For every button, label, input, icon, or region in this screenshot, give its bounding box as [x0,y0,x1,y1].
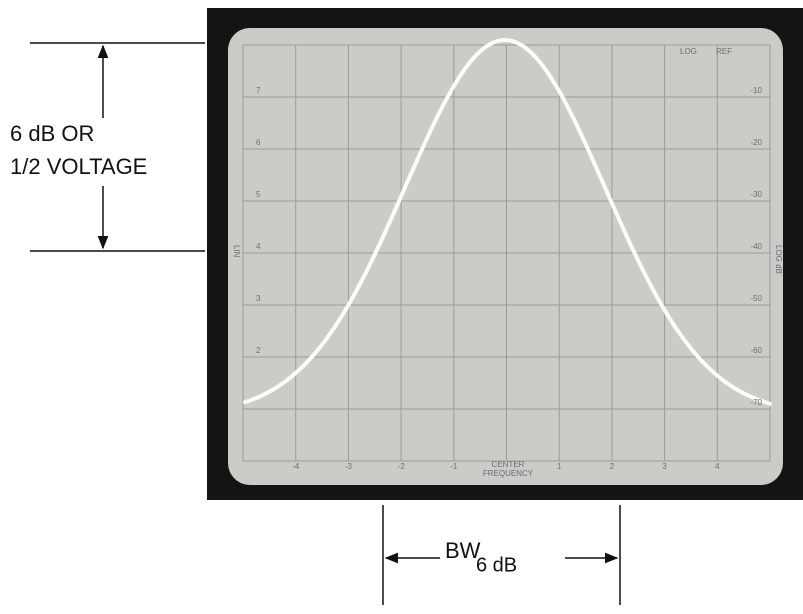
graticule [242,44,771,462]
freq-tick-label: 2 [610,462,615,471]
center-label: FREQUENCY [483,469,534,478]
log-scale-label: -50 [750,294,762,303]
log-scale-label: -10 [750,86,762,95]
log-label: LOG dB [774,245,783,274]
lin-label: LIN [232,245,241,258]
response-trace [243,37,772,406]
lin-scale-label: 4 [256,242,261,251]
lin-scale-label: 7 [256,86,261,95]
freq-tick-label: 3 [662,462,667,471]
screen-header: LOG [680,47,697,56]
lin-scale-label: 3 [256,294,261,303]
log-scale-label: -60 [750,346,762,355]
lin-scale-label: 5 [256,190,261,199]
lin-scale-label: 2 [256,346,261,355]
lin-scale-label: 6 [256,138,261,147]
freq-tick-label: 4 [715,462,720,471]
annotation-text: 6 dB OR [10,121,94,146]
freq-tick-label: -2 [398,462,406,471]
crt-screen [228,28,783,485]
center-label: CENTER [492,460,525,469]
freq-tick-label: -3 [345,462,353,471]
freq-tick-label: 1 [557,462,562,471]
bandwidth-label: BW [445,538,481,563]
log-scale-label: -30 [750,190,762,199]
log-scale-label: -20 [750,138,762,147]
freq-tick-label: -4 [292,462,300,471]
annotation-text: 1/2 VOLTAGE [10,154,147,179]
bandwidth-subscript: 6 dB [476,554,517,576]
screen-labels: LOG REF 7 6 5 4 3 2 LIN -10 -20 -30 -40 -50 -60 -70 LOG … [232,47,783,478]
freq-tick-label: -1 [450,462,458,471]
log-scale-label: -70 [750,398,762,407]
log-scale-label: -40 [750,242,762,251]
screen-header: REF [716,47,732,56]
